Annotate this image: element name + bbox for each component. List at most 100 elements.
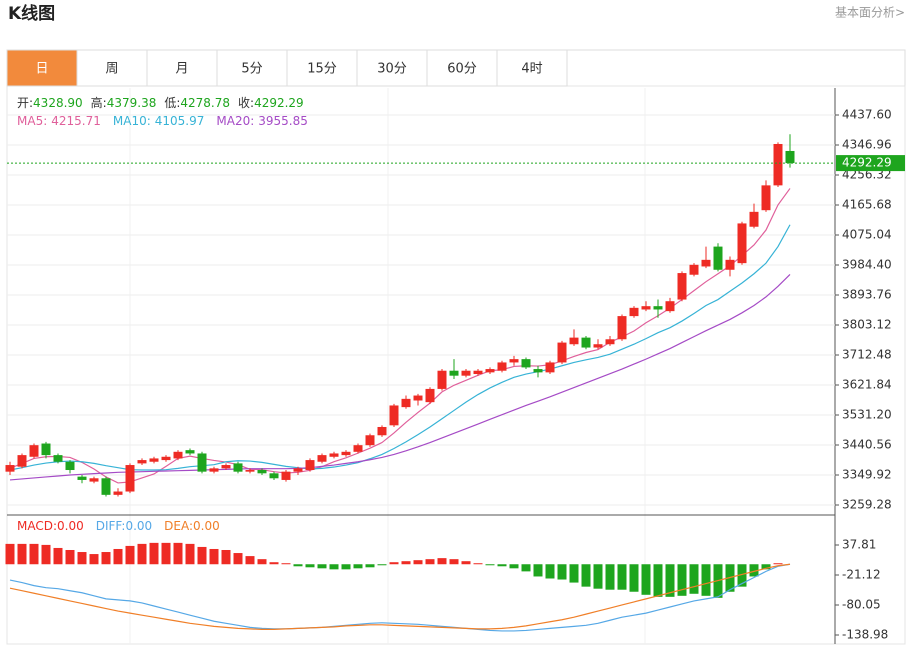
tab-label[interactable]: 日 bbox=[35, 62, 48, 77]
tab[interactable] bbox=[6, 49, 78, 87]
candle-body bbox=[725, 259, 735, 270]
candle-body bbox=[665, 301, 675, 312]
candle-body bbox=[377, 426, 387, 436]
candle-body bbox=[257, 470, 267, 474]
legend-value: 0.00 bbox=[57, 519, 84, 533]
macd-bar bbox=[389, 562, 399, 565]
candle-body bbox=[125, 465, 135, 492]
macd-bar bbox=[29, 543, 39, 565]
ma-line bbox=[9, 274, 791, 481]
candle-body bbox=[305, 460, 315, 471]
candle-body bbox=[461, 370, 471, 376]
macd-bar bbox=[185, 543, 195, 565]
macd-line bbox=[9, 563, 791, 632]
tab[interactable] bbox=[496, 49, 568, 87]
macd-bar bbox=[509, 564, 519, 569]
summary-label: 低: bbox=[164, 96, 180, 110]
macd-bar bbox=[5, 543, 15, 565]
y-tick-label: -80.05 bbox=[842, 598, 881, 612]
ma-line bbox=[9, 224, 791, 471]
candle-body bbox=[233, 463, 243, 472]
macd-bar bbox=[341, 564, 351, 570]
macd-bar bbox=[617, 564, 627, 590]
macd-bar bbox=[377, 564, 387, 566]
candle-body bbox=[41, 443, 51, 456]
tab-label[interactable]: 5分 bbox=[241, 62, 262, 77]
macd-line bbox=[9, 563, 791, 631]
macd-bar bbox=[689, 564, 699, 594]
summary-label: 收: bbox=[238, 96, 254, 110]
candle-body bbox=[545, 362, 555, 373]
candle-body bbox=[713, 246, 723, 270]
candle-body bbox=[761, 185, 771, 211]
macd-bar bbox=[209, 548, 219, 565]
candle-body bbox=[89, 478, 99, 482]
macd-bar bbox=[605, 564, 615, 590]
macd-legend: MACD:0.00 DIFF:0.00 DEA:0.00 bbox=[17, 519, 220, 533]
macd-bar bbox=[149, 542, 159, 565]
tab-label[interactable]: 4时 bbox=[521, 62, 542, 77]
tab[interactable] bbox=[146, 49, 218, 87]
candle-body bbox=[425, 388, 435, 403]
tab-label[interactable]: 月 bbox=[175, 62, 188, 77]
macd-bar bbox=[113, 548, 123, 565]
macd-bar bbox=[137, 543, 147, 565]
y-tick-label: 4165.68 bbox=[842, 197, 892, 211]
legend-name: DIFF: bbox=[96, 519, 126, 533]
macd-bar bbox=[773, 563, 783, 565]
candle-body bbox=[329, 453, 339, 457]
tab-label[interactable]: 15分 bbox=[307, 62, 337, 77]
candle-body bbox=[737, 223, 747, 264]
macd-bar bbox=[197, 546, 207, 565]
legend-name: MACD: bbox=[17, 519, 57, 533]
candle-body bbox=[773, 143, 783, 186]
candle-body bbox=[53, 455, 63, 462]
tab[interactable] bbox=[426, 49, 498, 87]
candle-body bbox=[5, 465, 15, 472]
macd-bar bbox=[125, 545, 135, 565]
ohlc-summary: 开:4328.90 高:4379.38 低:4278.78 收:4292.29 bbox=[17, 95, 304, 110]
macd-bar bbox=[305, 564, 315, 568]
candle-body bbox=[701, 259, 711, 267]
candle-body bbox=[173, 451, 183, 459]
tab[interactable] bbox=[286, 49, 358, 87]
tab-label[interactable]: 周 bbox=[105, 62, 118, 77]
tab-label[interactable]: 30分 bbox=[377, 62, 407, 77]
macd-bar bbox=[629, 564, 639, 592]
summary-value: 4278.78 bbox=[180, 96, 230, 110]
candle-body bbox=[449, 370, 459, 376]
legend-value: 0.00 bbox=[193, 519, 220, 533]
macd-bar bbox=[665, 564, 675, 597]
macd-bar bbox=[545, 564, 555, 579]
y-tick-label: 3259.28 bbox=[842, 498, 892, 512]
last-price-box bbox=[836, 155, 905, 172]
candle-body bbox=[113, 491, 123, 495]
candle-body bbox=[593, 344, 603, 348]
tab-label[interactable]: 60分 bbox=[447, 62, 477, 77]
macd-bar bbox=[701, 564, 711, 596]
y-tick-label: -21.12 bbox=[842, 568, 881, 582]
candle-body bbox=[569, 337, 579, 345]
candle-body bbox=[101, 478, 111, 495]
candle-body bbox=[497, 362, 507, 371]
macd-bar bbox=[245, 556, 255, 565]
candle-body bbox=[149, 458, 159, 462]
analysis-link[interactable]: 基本面分析> bbox=[835, 6, 905, 20]
candle-body bbox=[521, 359, 531, 368]
candle-body bbox=[197, 453, 207, 472]
macd-bar bbox=[425, 559, 435, 565]
legend-name: MA20: bbox=[216, 114, 254, 128]
candle-body bbox=[473, 370, 483, 375]
macd-bar bbox=[89, 554, 99, 565]
macd-bar bbox=[653, 564, 663, 597]
macd-bar bbox=[749, 564, 759, 577]
y-tick-label: 3803.12 bbox=[842, 317, 892, 331]
summary-value: 4328.90 bbox=[33, 96, 83, 110]
candle-body bbox=[785, 150, 795, 164]
y-tick-label: 3531.20 bbox=[842, 408, 892, 422]
y-tick-label: 3349.92 bbox=[842, 468, 892, 482]
candle-body bbox=[653, 306, 663, 310]
macd-bar bbox=[233, 553, 243, 565]
candle-body bbox=[401, 398, 411, 408]
